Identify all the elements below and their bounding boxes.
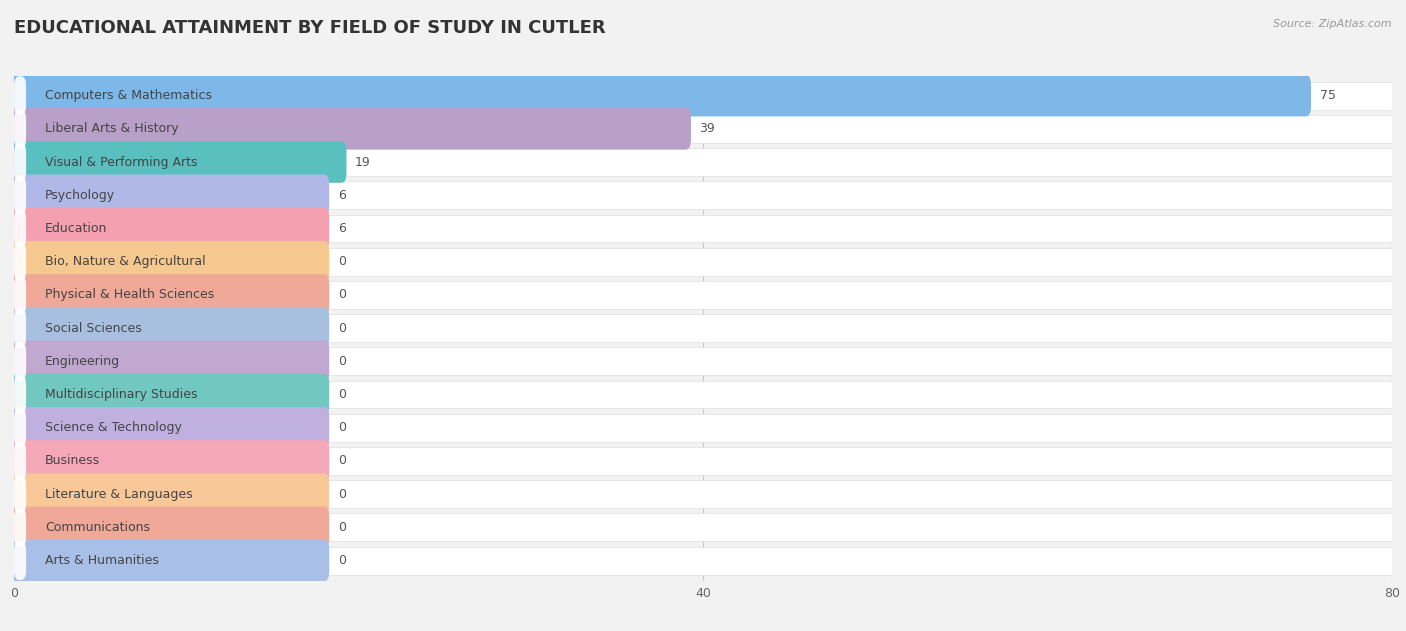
FancyBboxPatch shape bbox=[14, 447, 1392, 475]
Text: Communications: Communications bbox=[45, 521, 150, 534]
FancyBboxPatch shape bbox=[8, 507, 329, 548]
Text: 39: 39 bbox=[700, 122, 716, 136]
Text: 6: 6 bbox=[337, 222, 346, 235]
FancyBboxPatch shape bbox=[14, 442, 27, 480]
FancyBboxPatch shape bbox=[14, 480, 1392, 508]
Text: 0: 0 bbox=[337, 488, 346, 500]
FancyBboxPatch shape bbox=[8, 374, 329, 415]
FancyBboxPatch shape bbox=[14, 276, 27, 314]
FancyBboxPatch shape bbox=[14, 176, 27, 215]
FancyBboxPatch shape bbox=[8, 540, 329, 581]
FancyBboxPatch shape bbox=[14, 541, 27, 580]
FancyBboxPatch shape bbox=[14, 215, 1392, 242]
FancyBboxPatch shape bbox=[8, 274, 329, 316]
FancyBboxPatch shape bbox=[14, 242, 27, 281]
FancyBboxPatch shape bbox=[14, 309, 27, 348]
Text: Engineering: Engineering bbox=[45, 355, 120, 368]
Text: Physical & Health Sciences: Physical & Health Sciences bbox=[45, 288, 214, 302]
FancyBboxPatch shape bbox=[8, 175, 329, 216]
Text: Social Sciences: Social Sciences bbox=[45, 322, 142, 334]
Text: 0: 0 bbox=[337, 388, 346, 401]
FancyBboxPatch shape bbox=[14, 281, 1392, 309]
Text: 6: 6 bbox=[337, 189, 346, 202]
FancyBboxPatch shape bbox=[8, 108, 690, 150]
FancyBboxPatch shape bbox=[14, 408, 27, 447]
FancyBboxPatch shape bbox=[14, 81, 1392, 110]
Text: Computers & Mathematics: Computers & Mathematics bbox=[45, 89, 212, 102]
Text: Visual & Performing Arts: Visual & Performing Arts bbox=[45, 156, 198, 168]
FancyBboxPatch shape bbox=[8, 208, 329, 249]
Text: Literature & Languages: Literature & Languages bbox=[45, 488, 193, 500]
FancyBboxPatch shape bbox=[14, 546, 1392, 575]
FancyBboxPatch shape bbox=[14, 375, 27, 414]
Text: Multidisciplinary Studies: Multidisciplinary Studies bbox=[45, 388, 198, 401]
FancyBboxPatch shape bbox=[14, 414, 1392, 442]
FancyBboxPatch shape bbox=[8, 407, 329, 449]
Text: Bio, Nature & Agricultural: Bio, Nature & Agricultural bbox=[45, 255, 205, 268]
FancyBboxPatch shape bbox=[8, 440, 329, 481]
Text: Arts & Humanities: Arts & Humanities bbox=[45, 554, 159, 567]
FancyBboxPatch shape bbox=[14, 143, 27, 182]
Text: Business: Business bbox=[45, 454, 100, 468]
FancyBboxPatch shape bbox=[14, 148, 1392, 176]
Text: 0: 0 bbox=[337, 288, 346, 302]
Text: Liberal Arts & History: Liberal Arts & History bbox=[45, 122, 179, 136]
FancyBboxPatch shape bbox=[14, 508, 27, 547]
FancyBboxPatch shape bbox=[14, 475, 27, 514]
Text: 19: 19 bbox=[356, 156, 371, 168]
Text: 0: 0 bbox=[337, 355, 346, 368]
Text: Science & Technology: Science & Technology bbox=[45, 422, 181, 434]
Text: Source: ZipAtlas.com: Source: ZipAtlas.com bbox=[1274, 19, 1392, 29]
Text: 0: 0 bbox=[337, 521, 346, 534]
FancyBboxPatch shape bbox=[14, 209, 27, 248]
FancyBboxPatch shape bbox=[8, 141, 346, 183]
FancyBboxPatch shape bbox=[8, 75, 1310, 116]
FancyBboxPatch shape bbox=[14, 348, 1392, 375]
FancyBboxPatch shape bbox=[14, 514, 1392, 541]
FancyBboxPatch shape bbox=[14, 181, 1392, 209]
FancyBboxPatch shape bbox=[14, 380, 1392, 408]
FancyBboxPatch shape bbox=[8, 307, 329, 349]
Text: EDUCATIONAL ATTAINMENT BY FIELD OF STUDY IN CUTLER: EDUCATIONAL ATTAINMENT BY FIELD OF STUDY… bbox=[14, 19, 606, 37]
Text: 75: 75 bbox=[1320, 89, 1336, 102]
Text: 0: 0 bbox=[337, 554, 346, 567]
FancyBboxPatch shape bbox=[14, 109, 27, 148]
Text: 0: 0 bbox=[337, 454, 346, 468]
Text: 0: 0 bbox=[337, 322, 346, 334]
FancyBboxPatch shape bbox=[14, 248, 1392, 276]
Text: 0: 0 bbox=[337, 422, 346, 434]
FancyBboxPatch shape bbox=[8, 341, 329, 382]
FancyBboxPatch shape bbox=[14, 76, 27, 115]
FancyBboxPatch shape bbox=[14, 115, 1392, 143]
FancyBboxPatch shape bbox=[14, 342, 27, 380]
Text: Education: Education bbox=[45, 222, 107, 235]
FancyBboxPatch shape bbox=[8, 473, 329, 515]
FancyBboxPatch shape bbox=[8, 241, 329, 283]
Text: Psychology: Psychology bbox=[45, 189, 115, 202]
Text: 0: 0 bbox=[337, 255, 346, 268]
FancyBboxPatch shape bbox=[14, 314, 1392, 342]
